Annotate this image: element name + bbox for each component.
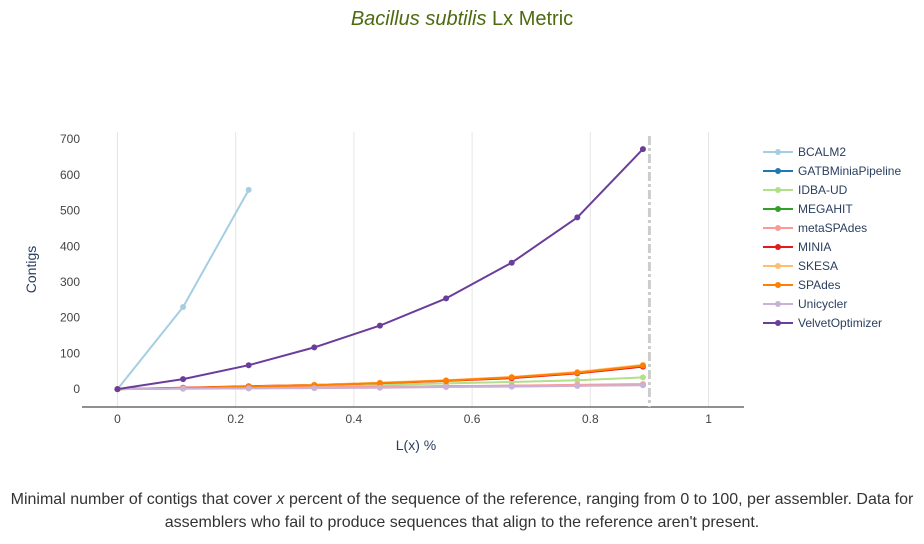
y-tick-label: 100 — [60, 346, 80, 360]
legend-label: SKESA — [798, 259, 838, 273]
legend-label: MEGAHIT — [798, 202, 853, 216]
x-tick-label: 0.2 — [227, 412, 244, 426]
data-point — [639, 374, 646, 381]
data-point — [508, 259, 515, 266]
x-tick-label: 0.8 — [582, 412, 599, 426]
data-point — [311, 385, 318, 392]
legend-marker — [775, 244, 781, 250]
data-point — [574, 377, 581, 384]
legend-label: MINIA — [798, 240, 831, 254]
data-point — [180, 385, 187, 392]
chart-title: Bacillus subtilis Lx Metric — [0, 8, 924, 31]
data-point — [574, 214, 581, 221]
legend-marker — [775, 206, 781, 212]
data-point — [245, 362, 252, 369]
legend-label: VelvetOptimizer — [798, 316, 882, 330]
y-tick-label: 300 — [60, 275, 80, 289]
y-axis-title: Contigs — [23, 246, 39, 293]
legend-label: SPAdes — [798, 278, 840, 292]
data-point — [376, 384, 383, 391]
legend-marker — [775, 263, 781, 269]
x-axis-title: L(x) % — [396, 437, 436, 453]
y-tick-label: 400 — [60, 239, 80, 253]
x-tick-label: 0 — [114, 412, 121, 426]
legend-marker — [775, 282, 781, 288]
legend-marker — [775, 168, 781, 174]
legend-marker — [775, 301, 781, 307]
data-point — [639, 146, 646, 153]
data-point — [508, 383, 515, 390]
legend-label: IDBA-UD — [798, 183, 848, 197]
legend-marker — [775, 225, 781, 231]
chart-caption: Minimal number of contigs that cover x p… — [0, 488, 924, 534]
legend-label: Unicycler — [798, 297, 847, 311]
data-point — [443, 295, 450, 302]
caption-variable: x — [276, 491, 285, 508]
series-line — [117, 148, 644, 391]
y-tick-label: 700 — [60, 132, 80, 146]
y-tick-label: 500 — [60, 204, 80, 218]
x-tick-label: 1 — [705, 412, 712, 426]
data-point — [376, 322, 383, 329]
legend-label: GATBMiniaPipeline — [798, 164, 901, 178]
caption-part1: Minimal number of contigs that cover — [10, 491, 277, 508]
data-point — [114, 386, 121, 393]
y-tick-label: 0 — [73, 382, 80, 396]
legend-label: BCALM2 — [798, 145, 846, 159]
data-point — [574, 382, 581, 389]
data-point — [245, 385, 252, 392]
lx-metric-chart: 0 0.2 0.4 0.6 0.8 1 0 100 200 300 400 500 600 700 L(x)… — [23, 132, 901, 453]
data-point — [574, 369, 581, 376]
series-line — [116, 189, 250, 390]
legend-label: metaSPAdes — [798, 221, 867, 235]
data-point — [639, 362, 646, 369]
legend-marker — [775, 187, 781, 193]
x-tick-label: 0.6 — [464, 412, 481, 426]
data-point — [311, 344, 318, 351]
data-point — [443, 384, 450, 390]
data-point — [245, 186, 252, 193]
chart-title-suffix: Lx Metric — [492, 8, 574, 30]
y-tick-label: 600 — [60, 168, 80, 182]
legend-marker — [775, 320, 781, 326]
legend-marker — [775, 149, 781, 155]
data-point — [376, 380, 383, 387]
data-point — [180, 376, 187, 383]
data-point — [639, 382, 646, 389]
chart-title-species: Bacillus subtilis — [350, 8, 487, 30]
y-tick-label: 200 — [60, 311, 80, 325]
x-tick-label: 0.4 — [346, 412, 363, 426]
data-point — [443, 377, 450, 384]
caption-part2: percent of the sequence of the reference… — [164, 491, 914, 531]
data-point — [180, 304, 187, 310]
data-point — [508, 374, 515, 381]
